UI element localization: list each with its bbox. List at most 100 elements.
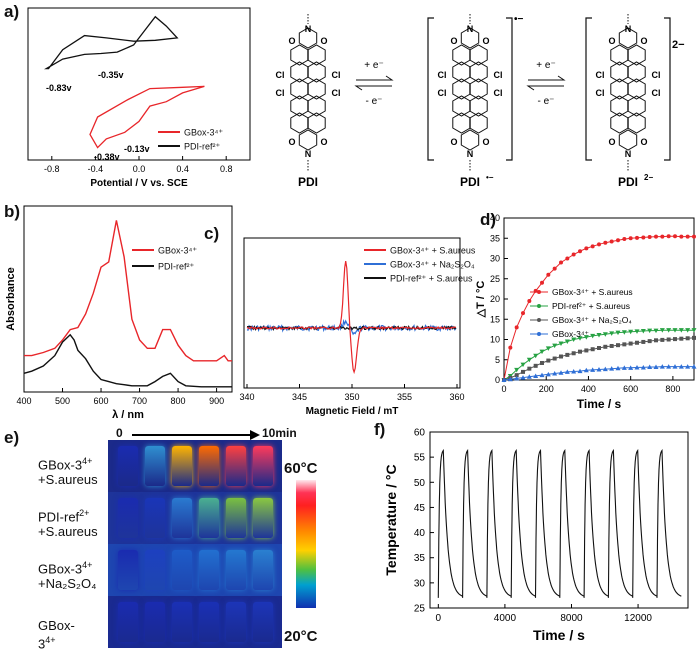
vial (253, 602, 273, 642)
series-1-point (533, 353, 539, 359)
series-3-point (558, 370, 564, 375)
thermal-row (108, 492, 282, 544)
panel-label-f: f) (374, 420, 386, 439)
ring (469, 61, 488, 83)
ring (469, 112, 488, 134)
atom-n: N (305, 24, 312, 34)
series-2-point (552, 356, 557, 361)
atom-o: O (320, 137, 327, 147)
atom-o: O (482, 36, 489, 46)
x-tick-label: 800 (171, 396, 186, 406)
series-0-point (641, 235, 646, 240)
row-label-charge: 4+ (45, 635, 56, 645)
x-axis-label: Time / s (577, 397, 622, 411)
radical-charge: •− (514, 14, 524, 25)
equilibrium-1-forward-arrow (356, 75, 394, 81)
series-0-point (590, 244, 595, 249)
annotation: -0.83v (46, 83, 72, 93)
series-1-point (539, 349, 545, 355)
ring (469, 78, 488, 100)
ring (618, 27, 638, 49)
ring (627, 112, 646, 134)
panel-b-absorbance-chart: 400 500 600 700 800 900 λ / nm Absorbance GBox-3… (5, 205, 233, 421)
series-1-point (659, 328, 665, 333)
ring (618, 129, 638, 151)
series-3-point (634, 364, 640, 370)
panel-label-d: d) (480, 210, 497, 229)
atom-o: O (320, 36, 327, 46)
series-2-point (647, 339, 652, 344)
vial (118, 446, 138, 486)
x-tick-label: 345 (292, 392, 307, 402)
series-3-point (571, 368, 577, 374)
atom-n: N (467, 149, 474, 159)
y-tick-label: 30 (414, 578, 426, 589)
dianion-charge: 2− (672, 39, 685, 51)
equilibrium-2-forward-label: + e⁻ (536, 60, 555, 71)
atom-cl: Cl (332, 88, 341, 98)
label-pdi-dianion-sup: 2− (644, 173, 653, 182)
series-0-point (647, 235, 652, 240)
series-2-point (660, 337, 665, 342)
thermal-row-label: GBox-34+ +Na₂S₂O₄ (38, 558, 96, 591)
panel-label-a: a) (4, 2, 20, 21)
panel-d-temperature-rise-chart: 0 200 400 600 800 0 5 10 15 20 25 30 35 40 Time / s △T … (475, 213, 697, 411)
series-2-point (533, 363, 538, 368)
series-2-point (641, 339, 646, 344)
vial (226, 446, 246, 486)
vial (253, 446, 273, 486)
colorbar-min-label: 20°C (284, 628, 318, 645)
series-0-point (597, 242, 601, 247)
series-2-point (527, 366, 532, 371)
atom-o: O (640, 36, 647, 46)
series-3-point (564, 369, 570, 374)
panel-label-e: e) (4, 428, 20, 447)
temperature-colorbar (296, 480, 316, 608)
series-2-point (559, 354, 563, 359)
series-1-point (514, 367, 520, 373)
vial (226, 498, 246, 538)
equilibrium-1-reverse-label: - e⁻ (366, 96, 383, 107)
vial (253, 550, 273, 590)
series-1-point (545, 346, 551, 351)
time-end-label: 10min (262, 426, 297, 440)
series-2-point (673, 337, 677, 342)
series-0-point (559, 260, 563, 265)
vial (199, 602, 219, 642)
series-0-point (666, 234, 671, 239)
series-1 (23, 333, 232, 388)
series-3-point (552, 371, 558, 376)
series-2-point (521, 369, 525, 374)
series-3-point (628, 365, 634, 370)
y-tick-label: 0 (495, 375, 500, 385)
atom-o: O (608, 36, 615, 46)
vial (199, 446, 219, 486)
row-label-name: GBox-3 (38, 561, 83, 577)
series-1-point (678, 328, 684, 333)
series-1-point (672, 328, 678, 333)
ring (627, 78, 646, 100)
ring (460, 129, 480, 151)
series-0-point (654, 234, 658, 239)
series-3-point (590, 367, 596, 372)
y-tick-label: 40 (490, 213, 500, 223)
y-tick-label: 50 (414, 478, 426, 489)
x-axis-label: Time / s (533, 627, 585, 643)
series-3-point (678, 364, 684, 369)
series-1-line (503, 329, 694, 381)
series-2-point (546, 358, 551, 363)
x-tick-label: 12000 (624, 613, 652, 624)
annotation: -0.13v (124, 144, 150, 154)
atom-n: N (305, 149, 312, 159)
series-2-point (578, 349, 582, 354)
legend-1-label: PDI-ref²⁺ + S.aureus (552, 301, 630, 311)
series-1-point (526, 357, 532, 363)
series-1-point (615, 330, 621, 336)
ring (627, 61, 646, 83)
label-pdi-radical: PDI (460, 175, 480, 189)
series-1-point (558, 341, 564, 347)
x-tick-label: 0 (501, 384, 506, 394)
vial (118, 498, 138, 538)
